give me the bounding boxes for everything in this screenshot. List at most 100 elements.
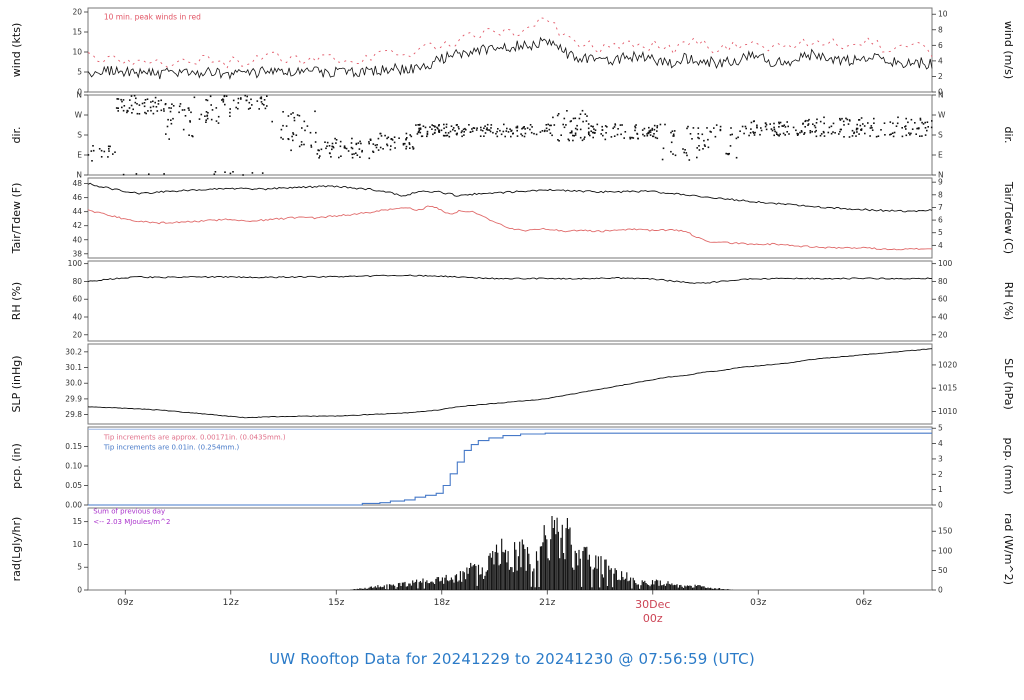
y-tick-right-pcp: 5 [938, 424, 943, 433]
y-tick-left-temp: 44 [72, 207, 82, 216]
panel-slp: 29.8 29.9 30.0 30.1 30.2 1010 1015 1020 SLP (inH… [10, 343, 1015, 425]
axis-label-left-rh: RH (%) [10, 282, 23, 320]
y-tick-left-temp: 42 [72, 221, 82, 230]
series-sea-level-pressure [87, 348, 933, 419]
y-tick-left-slp: 29.8 [65, 410, 82, 419]
x-tick-label: 03z [750, 598, 766, 608]
y-tick-right-pcp: 1 [938, 485, 943, 494]
y-tick-right-dir: E [938, 151, 943, 160]
axis-label-left-temp: Tair/Tdew (F) [10, 183, 23, 255]
y-tick-right-temp: 6 [938, 216, 943, 225]
y-tick-right-rad: 100 [938, 546, 953, 555]
y-tick-right-dir: N [938, 171, 944, 180]
series-air-temperature [87, 182, 933, 213]
panel-rh: 20 40 60 80 100 20 40 60 80 100 RH (%) RH (%) [10, 259, 1015, 342]
axis-label-left-slp: SLP (inHg) [10, 355, 23, 412]
y-tick-right-slp: 1015 [938, 384, 957, 393]
y-tick-right-pcp: 0 [938, 501, 943, 510]
series-wind-speed [87, 36, 933, 80]
y-tick-right-rad: 0 [938, 586, 943, 595]
y-tick-left-rh: 100 [68, 259, 83, 268]
x-tick-label: 18z [434, 598, 450, 608]
y-tick-left-rh: 20 [72, 330, 82, 339]
y-tick-right-wind: 0 [938, 88, 943, 97]
y-tick-right-rh: 80 [938, 277, 948, 286]
x-tick-label: 09z [117, 598, 133, 608]
y-tick-left-slp: 29.9 [65, 394, 82, 403]
y-tick-left-dir: N [76, 91, 82, 100]
y-tick-right-rh: 40 [938, 313, 948, 322]
y-tick-left-temp: 40 [72, 235, 82, 244]
annotation-pcp-1: Tip increments are 0.01in. (0.254mm.) [103, 444, 240, 452]
x-tick-label: 12z [223, 598, 239, 608]
y-tick-left-rh: 60 [72, 295, 82, 304]
y-tick-right-pcp: 4 [938, 439, 943, 448]
y-tick-right-dir: W [938, 111, 946, 120]
series-solar-radiation [350, 516, 734, 590]
y-tick-left-rad: 10 [72, 540, 82, 549]
y-tick-left-dir: W [75, 111, 83, 120]
y-tick-left-pcp: 0.05 [65, 481, 82, 490]
y-tick-left-slp: 30.0 [65, 379, 82, 388]
x-tick-date-hour-label: 00z [643, 612, 663, 625]
axis-label-right-pcp: pcp. (mm) [1002, 437, 1015, 494]
x-tick-label: 21z [539, 598, 555, 608]
y-tick-left-wind: 10 [72, 48, 82, 57]
x-tick-label: 15z [328, 598, 344, 608]
annotation-pcp-0: Tip increments are approx. 0.00171in. (0… [103, 433, 286, 441]
y-tick-right-rh: 20 [938, 330, 948, 339]
series-peak-wind [87, 17, 933, 70]
y-tick-right-pcp: 2 [938, 470, 943, 479]
y-tick-right-pcp: 3 [938, 454, 943, 463]
y-tick-left-rh: 80 [72, 277, 82, 286]
panel-wind: 0 5 10 15 20 0 2 4 6 8 10 wind (kts) wind (m/s) 10 mi… [10, 7, 1015, 97]
y-tick-right-temp: 5 [938, 228, 943, 237]
x-tick-label: 06z [856, 598, 872, 608]
y-tick-left-wind: 0 [77, 88, 82, 97]
y-tick-left-pcp: 0.00 [65, 501, 82, 510]
y-tick-right-rad: 50 [938, 566, 948, 575]
y-tick-left-slp: 30.1 [65, 363, 82, 372]
y-tick-right-wind: 8 [938, 25, 943, 34]
y-tick-left-dir: E [77, 151, 82, 160]
axis-label-right-dir: dir. [1002, 126, 1015, 143]
y-tick-left-slp: 30.2 [65, 347, 82, 356]
axis-label-left-wind: wind (kts) [10, 23, 23, 78]
y-tick-left-temp: 48 [72, 179, 82, 188]
y-tick-right-rh: 100 [938, 259, 953, 268]
chart-title: UW Rooftop Data for 20241229 to 20241230… [269, 650, 755, 668]
y-tick-right-slp: 1010 [938, 407, 957, 416]
y-tick-right-temp: 9 [938, 178, 943, 187]
panel-pcp: 0.00 0.05 0.10 0.15 0 1 2 3 4 5 pcp. (in) pcp. (mm)… [10, 424, 1015, 510]
axis-label-left-dir: dir. [10, 126, 23, 143]
y-tick-left-rh: 40 [72, 313, 82, 322]
y-tick-left-pcp: 0.15 [65, 442, 82, 451]
y-tick-right-rh: 60 [938, 295, 948, 304]
y-tick-right-temp: 8 [938, 190, 943, 199]
y-tick-left-rad: 0 [77, 586, 82, 595]
y-tick-right-dir: N [938, 91, 944, 100]
annotation-rad-1: <-- 2.03 MJoules/m^2 [93, 518, 170, 526]
y-tick-left-wind: 20 [72, 8, 82, 17]
y-tick-left-rad: 15 [72, 517, 82, 526]
series-dew-point [87, 205, 933, 251]
series-wind-direction [87, 94, 933, 176]
y-tick-left-wind: 15 [72, 28, 82, 37]
y-tick-left-dir: S [77, 131, 82, 140]
axis-label-left-pcp: pcp. (in) [10, 443, 23, 489]
series-relative-humidity [87, 274, 933, 284]
y-tick-right-wind: 10 [938, 10, 948, 19]
annotation-wind-0: 10 min. peak winds in red [104, 12, 201, 21]
axis-label-right-slp: SLP (hPa) [1002, 358, 1015, 410]
y-tick-left-dir: N [76, 171, 82, 180]
y-tick-right-dir: S [938, 131, 943, 140]
y-tick-left-temp: 38 [72, 249, 82, 258]
y-tick-right-wind: 2 [938, 72, 943, 81]
y-tick-right-slp: 1020 [938, 360, 957, 369]
series-pcp-cumulative [88, 432, 932, 506]
axis-label-right-rad: rad (W/m^2) [1002, 513, 1015, 585]
